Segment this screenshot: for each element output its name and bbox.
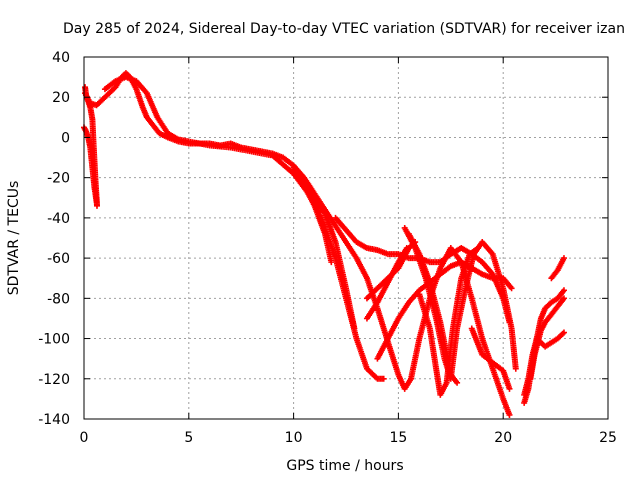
plot-frame: [83, 56, 609, 420]
y-tick-label: -140: [38, 412, 70, 428]
data-point: [560, 255, 567, 262]
series-late-e: [548, 255, 567, 282]
data-point: [506, 385, 513, 392]
y-tick-label: -20: [47, 171, 70, 187]
y-tick-label: 40: [52, 50, 70, 66]
data-point: [328, 259, 335, 266]
y-tick-label: 20: [52, 90, 70, 106]
y-axis-label: SDTVAR / TECUs: [6, 181, 22, 296]
data-point: [560, 295, 567, 302]
x-tick-label: 0: [80, 430, 89, 446]
data-point: [560, 329, 567, 336]
y-tick-label: -60: [47, 251, 70, 267]
data-point: [454, 379, 461, 386]
data-point: [508, 285, 515, 292]
y-tick-label: -100: [38, 332, 70, 348]
series-cross-5: [405, 230, 461, 386]
x-tick-label: 15: [389, 430, 407, 446]
x-axis-label: GPS time / hours: [286, 458, 403, 474]
y-tick-label: -120: [38, 372, 70, 388]
x-tick-label: 5: [184, 430, 193, 446]
data-point: [475, 245, 482, 252]
data-point: [506, 411, 513, 418]
data-point: [93, 198, 100, 205]
y-tick-label: -40: [47, 211, 70, 227]
y-tick-label: 0: [61, 130, 70, 146]
series-late-d: [521, 329, 567, 398]
data-points: [81, 70, 567, 418]
chart-title: Day 285 of 2024, Sidereal Day-to-day VTE…: [63, 21, 625, 37]
axis-ticks: 0 5 10 15 20 25 -140 -120 -100 -80 -60 -40 -20 0 20 40: [38, 50, 617, 446]
series-cross-6: [416, 245, 482, 398]
x-tick-label: 10: [285, 430, 303, 446]
data-point: [512, 365, 519, 372]
series-late-a: [468, 325, 513, 392]
x-tick-label: 25: [599, 430, 617, 446]
series-main-d: [290, 164, 358, 332]
data-point: [380, 375, 387, 382]
data-point: [351, 325, 358, 332]
series-cross-3: [374, 259, 515, 362]
y-tick-label: -80: [47, 291, 70, 307]
x-tick-label: 20: [494, 430, 512, 446]
data-point: [560, 287, 567, 294]
